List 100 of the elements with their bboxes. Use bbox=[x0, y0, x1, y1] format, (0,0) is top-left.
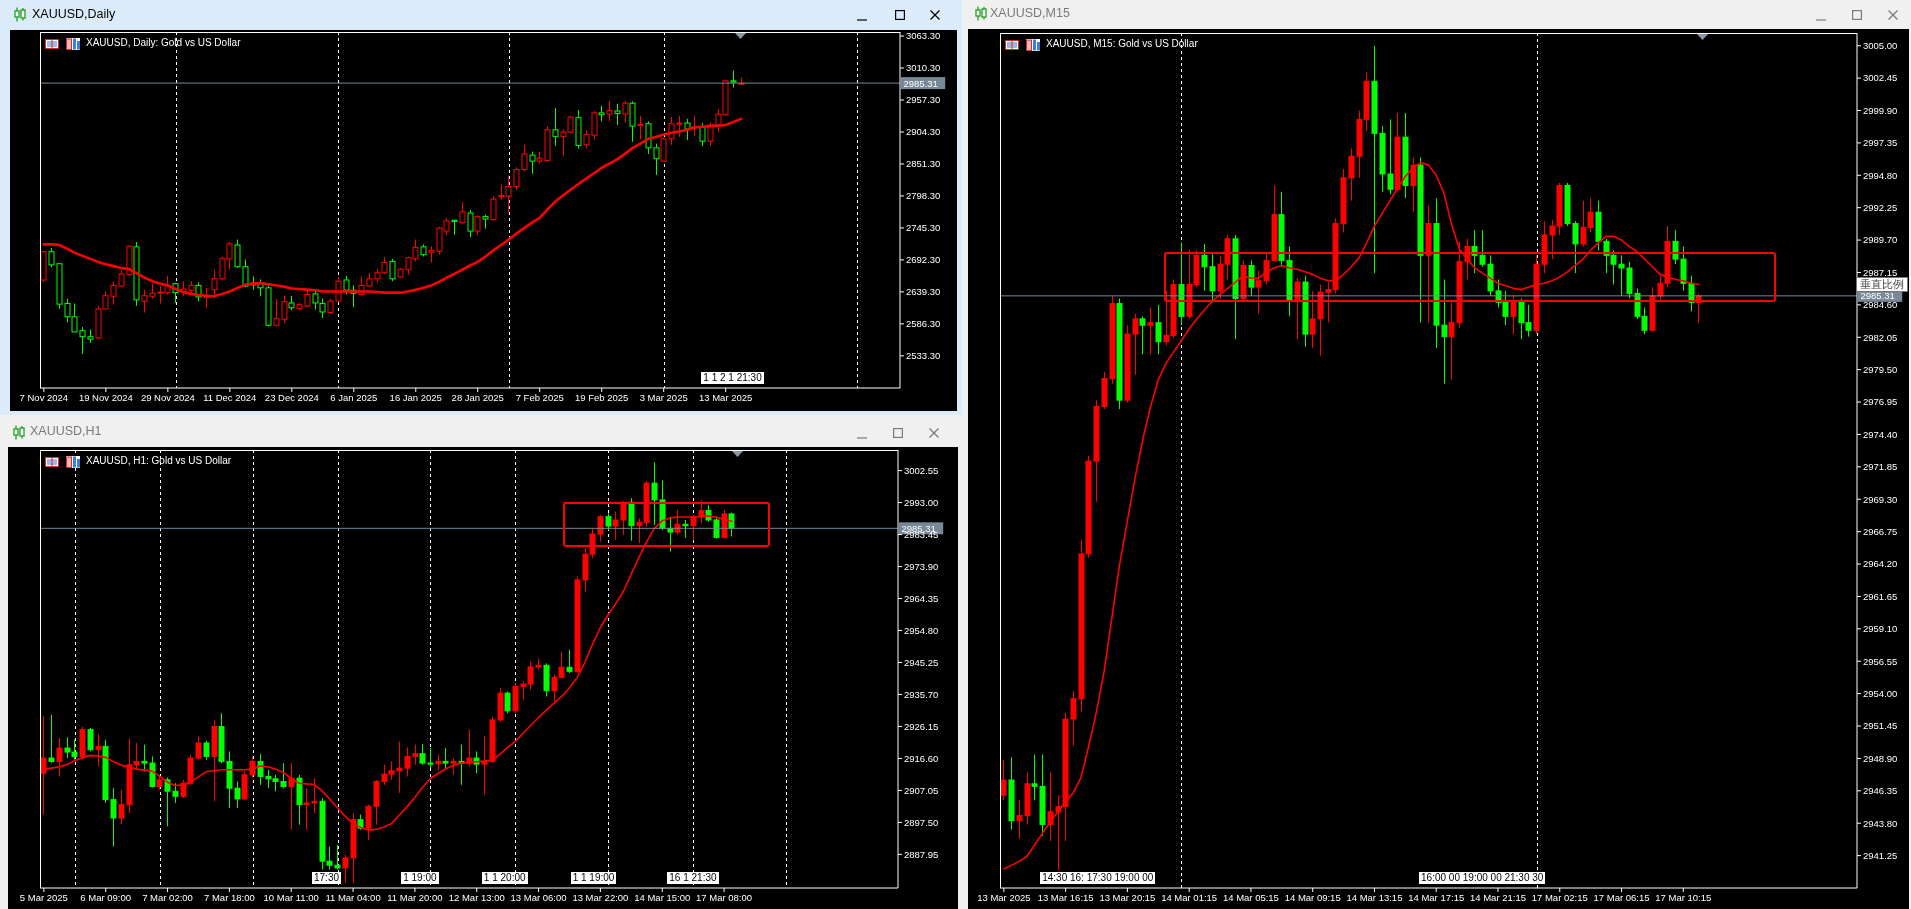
y-tick-label: 2935.70 bbox=[904, 688, 939, 700]
text: XAUUSD, M15: Gold vs US Dollar bbox=[1046, 38, 1198, 50]
text: XAUUSD, Daily: Gold vs US Dollar bbox=[86, 37, 241, 49]
x-tick-label: 14 Mar 01:15 bbox=[1161, 891, 1218, 903]
x-tick-label: 13 Mar 06:00 bbox=[510, 891, 567, 903]
x-tick-label: 13 Mar 20:15 bbox=[1099, 891, 1156, 903]
y-tick-label: 3010.30 bbox=[906, 62, 941, 74]
candlestick bbox=[1294, 277, 1301, 340]
y-tick-label: 2639.30 bbox=[906, 286, 941, 298]
y-tick-label: 3063.30 bbox=[906, 30, 941, 42]
x-tick-label: 13 Mar 22:00 bbox=[572, 891, 629, 903]
annotation: 1 1 19:00 bbox=[570, 872, 617, 884]
annotation: 1 1 2 1 21:30 bbox=[701, 372, 764, 384]
y-tick-label: 2982.05 bbox=[1863, 331, 1898, 343]
x-tick-label: 16 Jan 2025 bbox=[389, 391, 442, 403]
candlestick bbox=[628, 497, 635, 542]
y-tick-label: 2979.50 bbox=[1863, 364, 1898, 376]
x-tick-label: 6 Jan 2025 bbox=[330, 391, 378, 403]
x-tick-label: 7 Nov 2024 bbox=[19, 391, 69, 403]
x-tick-label: 6 Mar 09:00 bbox=[80, 891, 132, 903]
ref-line-label: 2985.31 bbox=[903, 77, 938, 89]
y-tick-label: 2956.55 bbox=[1863, 655, 1898, 667]
y-tick-label: 3005.00 bbox=[1863, 40, 1898, 52]
y-tick-label: 2692.30 bbox=[906, 254, 941, 266]
y-tick-label: 2974.40 bbox=[1863, 428, 1898, 440]
x-tick-label: 14 Mar 21:15 bbox=[1469, 891, 1526, 903]
y-tick-label: 2959.10 bbox=[1863, 623, 1898, 635]
candlestick bbox=[1139, 315, 1146, 355]
y-tick-label: 2586.30 bbox=[906, 318, 941, 330]
candlestick bbox=[180, 779, 187, 799]
x-tick-label: 12 Mar 13:00 bbox=[448, 891, 505, 903]
x-tick-label: 14 Mar 05:15 bbox=[1222, 891, 1279, 903]
y-tick-label: 2926.15 bbox=[904, 720, 939, 732]
x-tick-label: 5 Mar 2025 bbox=[19, 891, 68, 903]
candlestick bbox=[95, 733, 102, 767]
candlestick bbox=[56, 737, 63, 777]
x-tick-label: 7 Feb 2025 bbox=[515, 391, 564, 403]
candlestick bbox=[466, 729, 473, 767]
x-tick-label: 23 Dec 2024 bbox=[264, 391, 319, 403]
y-tick-label: 2987.15 bbox=[1863, 266, 1898, 278]
candlestick bbox=[1510, 295, 1517, 335]
x-tick-label: 10 Mar 11:00 bbox=[263, 891, 319, 903]
candlestick bbox=[1000, 759, 1007, 801]
y-tick-label: 2964.20 bbox=[1863, 558, 1898, 570]
annotation: 1 1 20:00 bbox=[481, 872, 528, 884]
annotation: 16:00 00 19:00 00 21:30 30 bbox=[1419, 872, 1546, 884]
x-tick-label: 11 Mar 20:00 bbox=[387, 891, 443, 903]
y-tick-label: 2745.30 bbox=[906, 222, 941, 234]
y-tick-label: 3002.45 bbox=[1863, 72, 1898, 84]
y-tick-label: 2973.90 bbox=[904, 560, 939, 572]
x-tick-label: 19 Nov 2024 bbox=[78, 391, 133, 403]
y-tick-label: 2966.75 bbox=[1863, 526, 1898, 538]
y-tick-label: 2943.80 bbox=[1863, 817, 1898, 829]
y-tick-label: 2907.05 bbox=[904, 784, 939, 796]
y-tick-label: 2999.90 bbox=[1863, 104, 1898, 116]
chart-title: XAUUSD,H1 bbox=[30, 424, 102, 439]
y-tick-label: 2948.90 bbox=[1863, 752, 1898, 764]
candlestick bbox=[203, 740, 210, 761]
x-tick-label: 13 Mar 2025 bbox=[977, 891, 1031, 903]
y-tick-label: 2798.30 bbox=[906, 190, 941, 202]
candlestick bbox=[48, 714, 55, 764]
x-tick-label: 7 Mar 18:00 bbox=[204, 891, 255, 903]
y-tick-label: 2971.85 bbox=[1863, 461, 1898, 473]
y-tick-label: 2989.70 bbox=[1863, 234, 1898, 246]
y-tick-label: 3002.55 bbox=[904, 464, 939, 476]
x-tick-label: 29 Nov 2024 bbox=[140, 391, 195, 403]
y-tick-label: 2946.35 bbox=[1863, 785, 1898, 797]
y-tick-label: 2897.50 bbox=[904, 816, 939, 828]
text: 垂直比例 bbox=[1856, 277, 1908, 292]
ref-line-label: 2985.31 bbox=[1860, 290, 1895, 302]
annotation: 16 1 21:30 bbox=[667, 872, 719, 884]
y-tick-label: 2992.25 bbox=[1863, 202, 1898, 214]
x-tick-label: 28 Jan 2025 bbox=[451, 391, 504, 403]
candlestick bbox=[1147, 306, 1154, 355]
y-tick-label: 2994.80 bbox=[1863, 169, 1898, 181]
y-tick-label: 2954.80 bbox=[904, 624, 939, 636]
x-tick-label: 14 Mar 17:15 bbox=[1408, 891, 1465, 903]
x-tick-label: 19 Feb 2025 bbox=[575, 391, 629, 403]
x-tick-label: 14 Mar 13:15 bbox=[1346, 891, 1403, 903]
y-tick-label: 2887.95 bbox=[904, 848, 939, 860]
x-tick-label: 11 Mar 04:00 bbox=[325, 891, 381, 903]
candlestick bbox=[1248, 259, 1255, 297]
x-tick-label: 13 Mar 16:15 bbox=[1037, 891, 1094, 903]
candlestick bbox=[442, 747, 449, 769]
candlestick bbox=[682, 519, 689, 539]
y-tick-label: 2961.65 bbox=[1863, 590, 1898, 602]
annotation: 14:30 16: 17:30 19:00 00 bbox=[1040, 872, 1156, 884]
y-tick-label: 2993.00 bbox=[904, 496, 939, 508]
y-tick-label: 2533.30 bbox=[906, 350, 941, 362]
chart-title: XAUUSD,M15 bbox=[990, 6, 1070, 21]
annotation: 17:30 bbox=[311, 872, 342, 884]
candlestick bbox=[1155, 304, 1162, 355]
candlestick bbox=[667, 516, 674, 552]
candlestick bbox=[87, 727, 94, 752]
y-tick-label: 2964.35 bbox=[904, 592, 939, 604]
x-tick-label: 14 Mar 15:00 bbox=[634, 891, 691, 903]
x-tick-label: 7 Mar 02:00 bbox=[142, 891, 193, 903]
x-tick-label: 17 Mar 06:15 bbox=[1593, 891, 1650, 903]
y-tick-label: 2984.60 bbox=[1863, 299, 1898, 311]
x-tick-label: 11 Dec 2024 bbox=[203, 391, 257, 403]
